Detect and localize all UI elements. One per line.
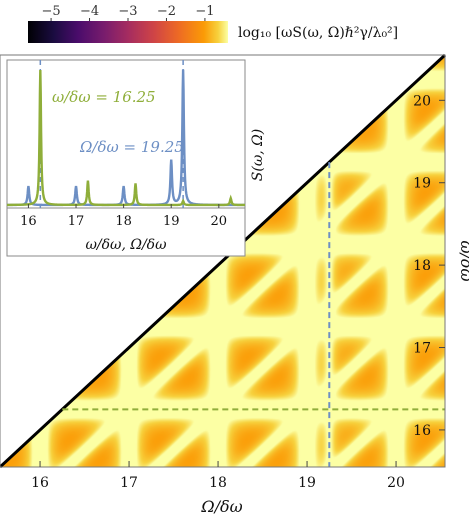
inset-xlabel: ω/δω, Ω/δω xyxy=(85,237,167,253)
colorbar: −5 −4 −3 −2 −1 log₁₀ [ωS(ω, Ω)ℏ²γ/λ₀²] xyxy=(28,4,398,43)
colorbar-ticks: −5 −4 −3 −2 −1 xyxy=(41,4,215,21)
colorbar-label: log₁₀ [ωS(ω, Ω)ℏ²γ/λ₀²] xyxy=(238,25,398,41)
inset-x-tick-label: 18 xyxy=(115,214,132,229)
heatmap-ylabel: ω/δω xyxy=(457,240,469,281)
inset-x-tick-label: 19 xyxy=(163,214,180,229)
heatmap-y-tick-label: 17 xyxy=(413,341,431,357)
heatmap-y-tick-label: 16 xyxy=(413,423,431,439)
heatmap-y-ticks: 16 17 18 19 20 xyxy=(413,93,445,439)
inset-axes-frame xyxy=(6,59,246,209)
inset-legend-blue: Ω/δω = 19.25 xyxy=(79,138,184,156)
inset-ylabel: S(ω, Ω) xyxy=(250,129,266,181)
heatmap-y-tick-label: 18 xyxy=(413,258,431,274)
heatmap-x-tick-label: 18 xyxy=(209,475,227,491)
heatmap-frame xyxy=(0,54,446,468)
inset-x-tick-label: 17 xyxy=(68,214,85,229)
heatmap-x-tick-label: 20 xyxy=(387,475,405,491)
heatmap-y-tick-label: 19 xyxy=(413,176,431,192)
inset-x-tick-label: 16 xyxy=(20,214,37,229)
colorbar-tick-label: −1 xyxy=(195,4,214,19)
heatmap-xlabel: Ω/δω xyxy=(200,497,242,516)
heatmap-x-tick-label: 16 xyxy=(31,475,49,491)
inset-x-tick-label: 20 xyxy=(211,214,228,229)
heatmap-x-tick-label: 17 xyxy=(120,475,138,491)
diagonal-line xyxy=(0,53,447,469)
inset-legend-green: ω/δω = 16.25 xyxy=(52,88,156,106)
colorbar-tick-label: −5 xyxy=(41,4,60,19)
inset-series-green-line xyxy=(6,69,245,207)
heatmap-x-ticks: 16 17 18 19 20 xyxy=(31,461,405,491)
heatmap-y-tick-label: 20 xyxy=(413,93,431,109)
heatmap-x-tick-label: 19 xyxy=(298,475,316,491)
colorbar-tick-label: −3 xyxy=(118,4,137,19)
inset-plot: 16 17 18 19 20 ω/δω = 16.25 Ω/δω = 19.25 ω/δ… xyxy=(6,59,266,257)
inset-x-ticks: 16 17 18 19 20 xyxy=(20,204,227,229)
colorbar-tick-label: −4 xyxy=(80,4,99,19)
colorbar-gradient xyxy=(28,21,228,43)
colorbar-tick-label: −2 xyxy=(157,4,176,19)
